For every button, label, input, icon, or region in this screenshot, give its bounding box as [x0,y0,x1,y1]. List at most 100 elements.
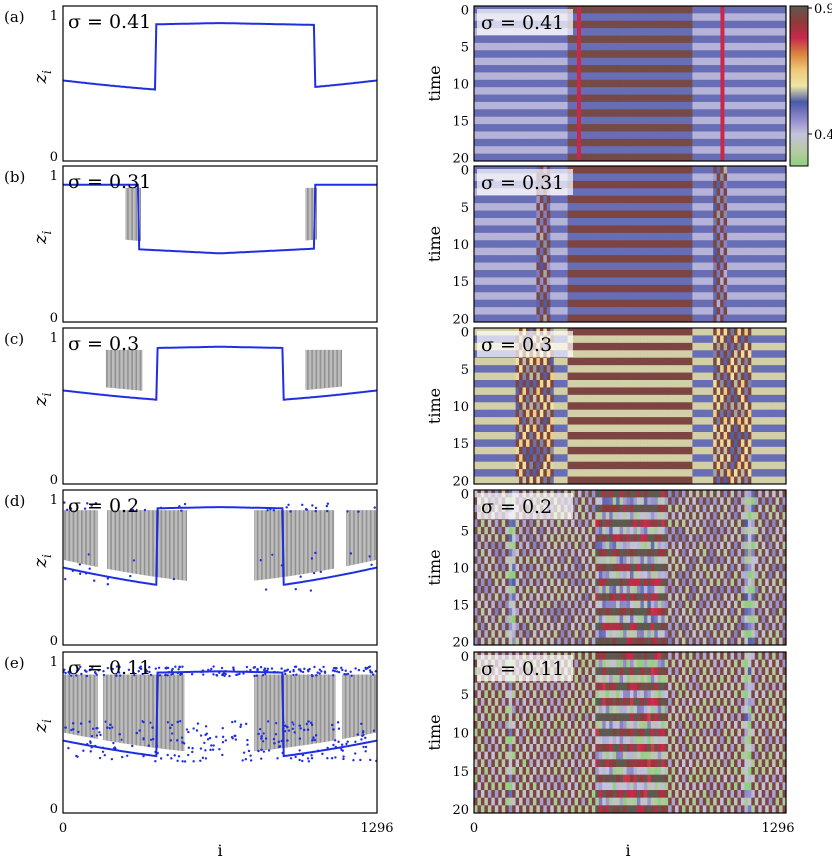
spacetime-cell [487,225,492,234]
spacetime-cell [734,262,738,271]
spacetime-cell [751,87,756,95]
spacetime-cell [671,195,676,204]
spacetime-cell [779,109,783,118]
spacetime-cell [664,380,669,388]
spacetime-cell [682,307,686,315]
spacetime-cell [737,292,742,301]
spacetime-cell [609,335,614,344]
spacetime-cell [480,57,485,66]
spacetime-cell [727,299,731,308]
spacetime-cell [647,42,652,51]
spacetime-cell [623,195,627,204]
spacetime-cell [640,402,645,411]
spacetime-cell [692,284,697,293]
spacetime-cell [543,218,548,226]
spacetime-cell [536,394,541,403]
spacetime-cell [484,138,489,147]
spacetime-cell [636,116,641,125]
spacetime-cell [720,225,724,234]
spacetime-cell [768,6,773,14]
spacetime-cell [768,270,773,278]
spacetime-cell [730,335,735,344]
spacetime-cell [529,94,534,103]
spacetime-cell [692,65,697,73]
spacetime-cell [491,79,496,88]
spacetime-cell [661,203,666,211]
spacetime-cell [498,372,503,381]
spacetime-cell [761,87,766,95]
spacetime-cell [633,342,638,351]
spacetime-cell [678,335,683,344]
spacetime-cell [713,328,718,336]
spacetime-cell [595,146,600,155]
spacetime-cell [491,225,496,234]
profile-axes [62,327,378,485]
spacetime-cell [654,270,659,278]
spacetime-cell [675,50,679,59]
spacetime-cell [699,247,704,256]
spacetime-cell [515,284,520,293]
spacetime-cell [754,109,759,118]
spacetime-cell [480,225,485,234]
spacetime-cell [740,35,745,44]
spacetime-cell [643,247,648,256]
spacetime-cell [616,146,620,155]
spacetime-cell [574,409,579,418]
spacetime-cell [744,146,749,155]
spacetime-cell [699,87,704,95]
spacetime-cell [643,203,648,211]
spacetime-cell [768,188,773,197]
spacetime-cell [487,307,492,315]
spacetime-cell [657,195,662,204]
spacetime-cell [782,28,787,36]
spacetime-cell [699,270,704,278]
spacetime-cell [765,299,770,308]
spacetime-cell [491,240,496,249]
spacetime-cell [536,203,541,211]
spacetime-cell [695,342,700,351]
spacetime-cell [574,87,579,95]
spacetime-cell [744,307,749,315]
spacetime-cell [494,292,499,301]
spacetime-cell [709,173,714,182]
spacetime-cell [560,307,565,315]
spacetime-cell [477,203,482,211]
spacetime-cell [598,307,603,315]
spacetime-cell [761,116,766,125]
spacetime-cell [612,372,617,381]
spacetime-cell [737,131,742,140]
spacetime-cell [543,365,548,373]
spacetime-cell [567,307,572,315]
spacetime-cell [584,188,589,197]
spacetime-cell [557,314,562,323]
spacetime-cell [688,166,693,174]
spacetime-cell [678,166,683,174]
spacetime-cell [609,153,614,162]
spacetime-cell [619,28,624,36]
spacetime-cell [602,195,607,204]
spacetime-cell [709,210,714,219]
spacetime-cell [695,380,700,388]
spacetime-cell [754,20,759,29]
spacetime-cell [578,262,582,271]
spacetime-cell [734,365,738,373]
spacetime-cell [567,94,572,103]
spacetime-cell [713,240,718,249]
spacetime-cell [550,42,555,51]
spacetime-cell [588,255,593,263]
spacetime-cell [779,365,783,373]
spacetime-cell [591,307,596,315]
spacetime-cell [688,387,693,396]
spacetime-cell [775,116,780,125]
spacetime-cell [685,225,690,234]
spacetime-cell [740,72,745,81]
spacetime-cell [532,357,537,366]
spacetime-cell [598,57,603,66]
spacetime-cell [595,365,600,373]
spacetime-cell [692,365,697,373]
spacetime-cell [713,72,718,81]
spacetime-cell [740,180,745,189]
spacetime-cell [727,101,731,110]
spacetime-cell [494,65,499,73]
spacetime-cell [609,314,614,323]
